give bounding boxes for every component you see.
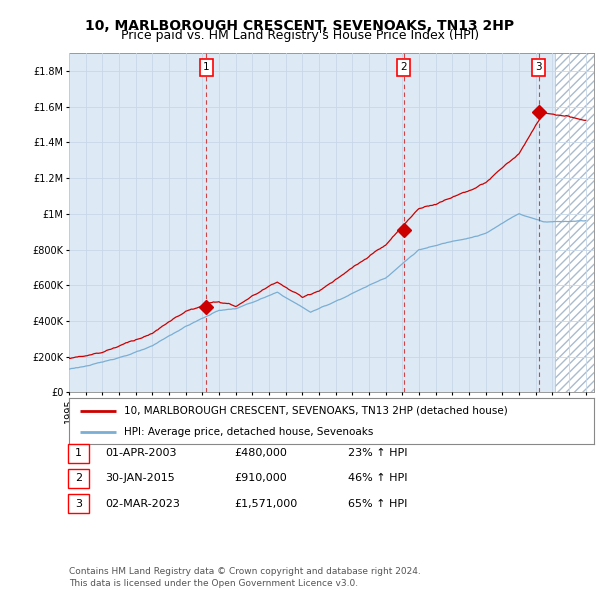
Text: 65% ↑ HPI: 65% ↑ HPI xyxy=(348,499,407,509)
Text: 10, MARLBOROUGH CRESCENT, SEVENOAKS, TN13 2HP: 10, MARLBOROUGH CRESCENT, SEVENOAKS, TN1… xyxy=(85,19,515,33)
Text: £480,000: £480,000 xyxy=(234,448,287,458)
Text: 1: 1 xyxy=(203,63,210,73)
Text: Contains HM Land Registry data © Crown copyright and database right 2024.
This d: Contains HM Land Registry data © Crown c… xyxy=(69,567,421,588)
Text: 23% ↑ HPI: 23% ↑ HPI xyxy=(348,448,407,458)
Text: 10, MARLBOROUGH CRESCENT, SEVENOAKS, TN13 2HP (detached house): 10, MARLBOROUGH CRESCENT, SEVENOAKS, TN1… xyxy=(124,406,508,416)
Text: 3: 3 xyxy=(75,499,82,509)
Text: Price paid vs. HM Land Registry's House Price Index (HPI): Price paid vs. HM Land Registry's House … xyxy=(121,30,479,42)
Text: 2: 2 xyxy=(400,63,407,73)
Text: £910,000: £910,000 xyxy=(234,474,287,483)
Text: 01-APR-2003: 01-APR-2003 xyxy=(105,448,176,458)
Text: HPI: Average price, detached house, Sevenoaks: HPI: Average price, detached house, Seve… xyxy=(124,427,373,437)
Text: 46% ↑ HPI: 46% ↑ HPI xyxy=(348,474,407,483)
Text: £1,571,000: £1,571,000 xyxy=(234,499,297,509)
Text: 02-MAR-2023: 02-MAR-2023 xyxy=(105,499,180,509)
Text: 2: 2 xyxy=(75,474,82,483)
Text: 3: 3 xyxy=(535,63,542,73)
Text: 1: 1 xyxy=(75,448,82,458)
Text: 30-JAN-2015: 30-JAN-2015 xyxy=(105,474,175,483)
